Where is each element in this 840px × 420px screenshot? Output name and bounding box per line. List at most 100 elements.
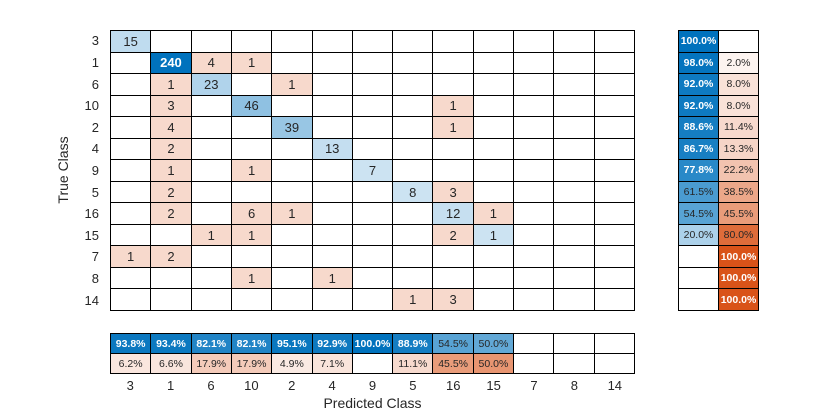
y-tick-label: 9 (91, 162, 99, 178)
matrix-cell: 3 (433, 289, 473, 310)
matrix-cell (352, 117, 393, 138)
matrix-cell (514, 95, 554, 117)
matrix-cell (554, 181, 594, 203)
matrix-cell (231, 181, 272, 203)
matrix-cell (393, 203, 433, 224)
row-summary-incorrect-cell: 100.0% (719, 289, 758, 310)
matrix-cell (272, 31, 312, 52)
row-summary-correct-cell: 92.0% (679, 95, 718, 117)
matrix-cell (352, 289, 393, 310)
matrix-cell-text: 240 (160, 55, 182, 71)
matrix-cell: 1 (151, 160, 191, 181)
row-summary-correct-cell-text: 54.5% (683, 207, 714, 220)
matrix-cell (514, 289, 554, 310)
matrix-cell (352, 138, 393, 160)
y-tick-label: 10 (84, 98, 99, 114)
matrix-cell: 1 (231, 160, 272, 181)
matrix-cell (312, 74, 352, 95)
matrix-cell-text: 1 (127, 249, 135, 265)
column-summary-grid: 93.8% 93.4% 82.1% 82.1% 95.1% 92.9% 100.0% 88.9… (110, 333, 635, 374)
x-tick-label: 7 (530, 378, 538, 393)
matrix-cell-text: 1 (449, 98, 457, 114)
matrix-cell-text: 2 (167, 141, 175, 157)
x-tick-label: 4 (328, 378, 336, 393)
matrix-cell (312, 289, 352, 310)
matrix-cell (594, 138, 634, 160)
matrix-cell (514, 117, 554, 138)
matrix-cell (594, 31, 634, 52)
matrix-cell (352, 31, 393, 52)
matrix-cell (191, 289, 231, 310)
row-summary-incorrect-cell: 8.0% (719, 95, 758, 117)
col-summary-incorrect-cell-text: 6.2% (118, 357, 143, 370)
col-summary-correct-cell (514, 334, 554, 353)
matrix-cell (272, 95, 312, 117)
matrix-cell (111, 160, 151, 181)
matrix-cell-text: 8 (409, 184, 417, 200)
row-summary-incorrect-cell: 45.5% (719, 203, 758, 224)
matrix-cell (554, 31, 594, 52)
matrix-cell-text: 12 (445, 206, 461, 222)
col-summary-correct-cell: 54.5% (433, 334, 473, 353)
y-axis-tick-labels: 3 1 6 10 2 4 9 5 16 15 7 8 14 (50, 30, 105, 311)
col-summary-correct-cell-text: 82.1% (236, 337, 267, 350)
matrix-cell (594, 117, 634, 138)
row-summary-incorrect-cell: 38.5% (719, 181, 758, 203)
matrix-cell: 1 (473, 203, 514, 224)
row-summary-incorrect-cell: 11.4% (719, 117, 758, 138)
row-summary-correct-cell-text: 92.0% (683, 99, 714, 112)
matrix-cell: 12 (433, 203, 473, 224)
matrix-cell: 1 (151, 74, 191, 95)
matrix-cell (514, 52, 554, 74)
row-summary-correct-cell: 54.5% (679, 203, 718, 224)
col-summary-incorrect-cell-text: 11.1% (398, 357, 428, 370)
y-tick-label: 7 (91, 249, 99, 265)
matrix-cell: 1 (231, 224, 272, 246)
matrix-cell (473, 160, 514, 181)
matrix-cell (514, 160, 554, 181)
row-summary-incorrect-cell-text: 100.0% (720, 293, 757, 306)
matrix-cell (473, 95, 514, 117)
x-tick-label: 2 (288, 378, 296, 393)
matrix-cell (151, 289, 191, 310)
matrix-cell (352, 224, 393, 246)
matrix-cell (514, 31, 554, 52)
matrix-cell (111, 74, 151, 95)
matrix-cell (473, 181, 514, 203)
matrix-cell-text: 23 (204, 76, 219, 92)
row-summary-incorrect-cell: 2.0% (719, 52, 758, 74)
row-summary-incorrect-cell-text: 100.0% (720, 250, 757, 263)
matrix-cell (111, 289, 151, 310)
row-summary-correct-cell: 77.8% (679, 160, 718, 181)
row-summary-correct-cell-text: 20.0% (683, 229, 714, 242)
matrix-cell (594, 74, 634, 95)
matrix-cell-text: 1 (247, 162, 256, 178)
matrix-cell (191, 95, 231, 117)
matrix-cell-text: 1 (207, 227, 215, 243)
row-summary-incorrect-cell (719, 31, 758, 52)
matrix-cell (191, 246, 231, 267)
matrix-cell (393, 74, 433, 95)
matrix-cell (272, 160, 312, 181)
matrix-cell: 2 (433, 224, 473, 246)
matrix-cell (594, 203, 634, 224)
matrix-cell (393, 138, 433, 160)
matrix-cell (272, 267, 312, 289)
matrix-cell (272, 246, 312, 267)
matrix-cell: 3 (433, 181, 473, 203)
col-summary-incorrect-cell (554, 354, 594, 373)
row-summary-incorrect-cell-text: 11.4% (724, 121, 753, 134)
matrix-cell (554, 267, 594, 289)
y-tick-label: 6 (91, 76, 99, 92)
matrix-cell (473, 117, 514, 138)
col-summary-correct-cell: 95.1% (272, 334, 312, 353)
confusion-matrix-grid: 15 240 4 1 1 23 1 3 46 1 4 39 1 2 13 1 1 7 2 8 3 2 6 1 12 1 1 1 2 1 1 2… (110, 30, 635, 311)
matrix-cell (393, 224, 433, 246)
y-tick-label: 14 (84, 292, 99, 308)
row-summary-correct-cell-text: 86.7% (683, 142, 714, 155)
matrix-cell (111, 95, 151, 117)
row-summary-correct-cell-text: 88.6% (683, 121, 714, 134)
x-tick-label: 6 (207, 378, 215, 393)
col-summary-incorrect-cell-text: 4.9% (279, 357, 304, 370)
